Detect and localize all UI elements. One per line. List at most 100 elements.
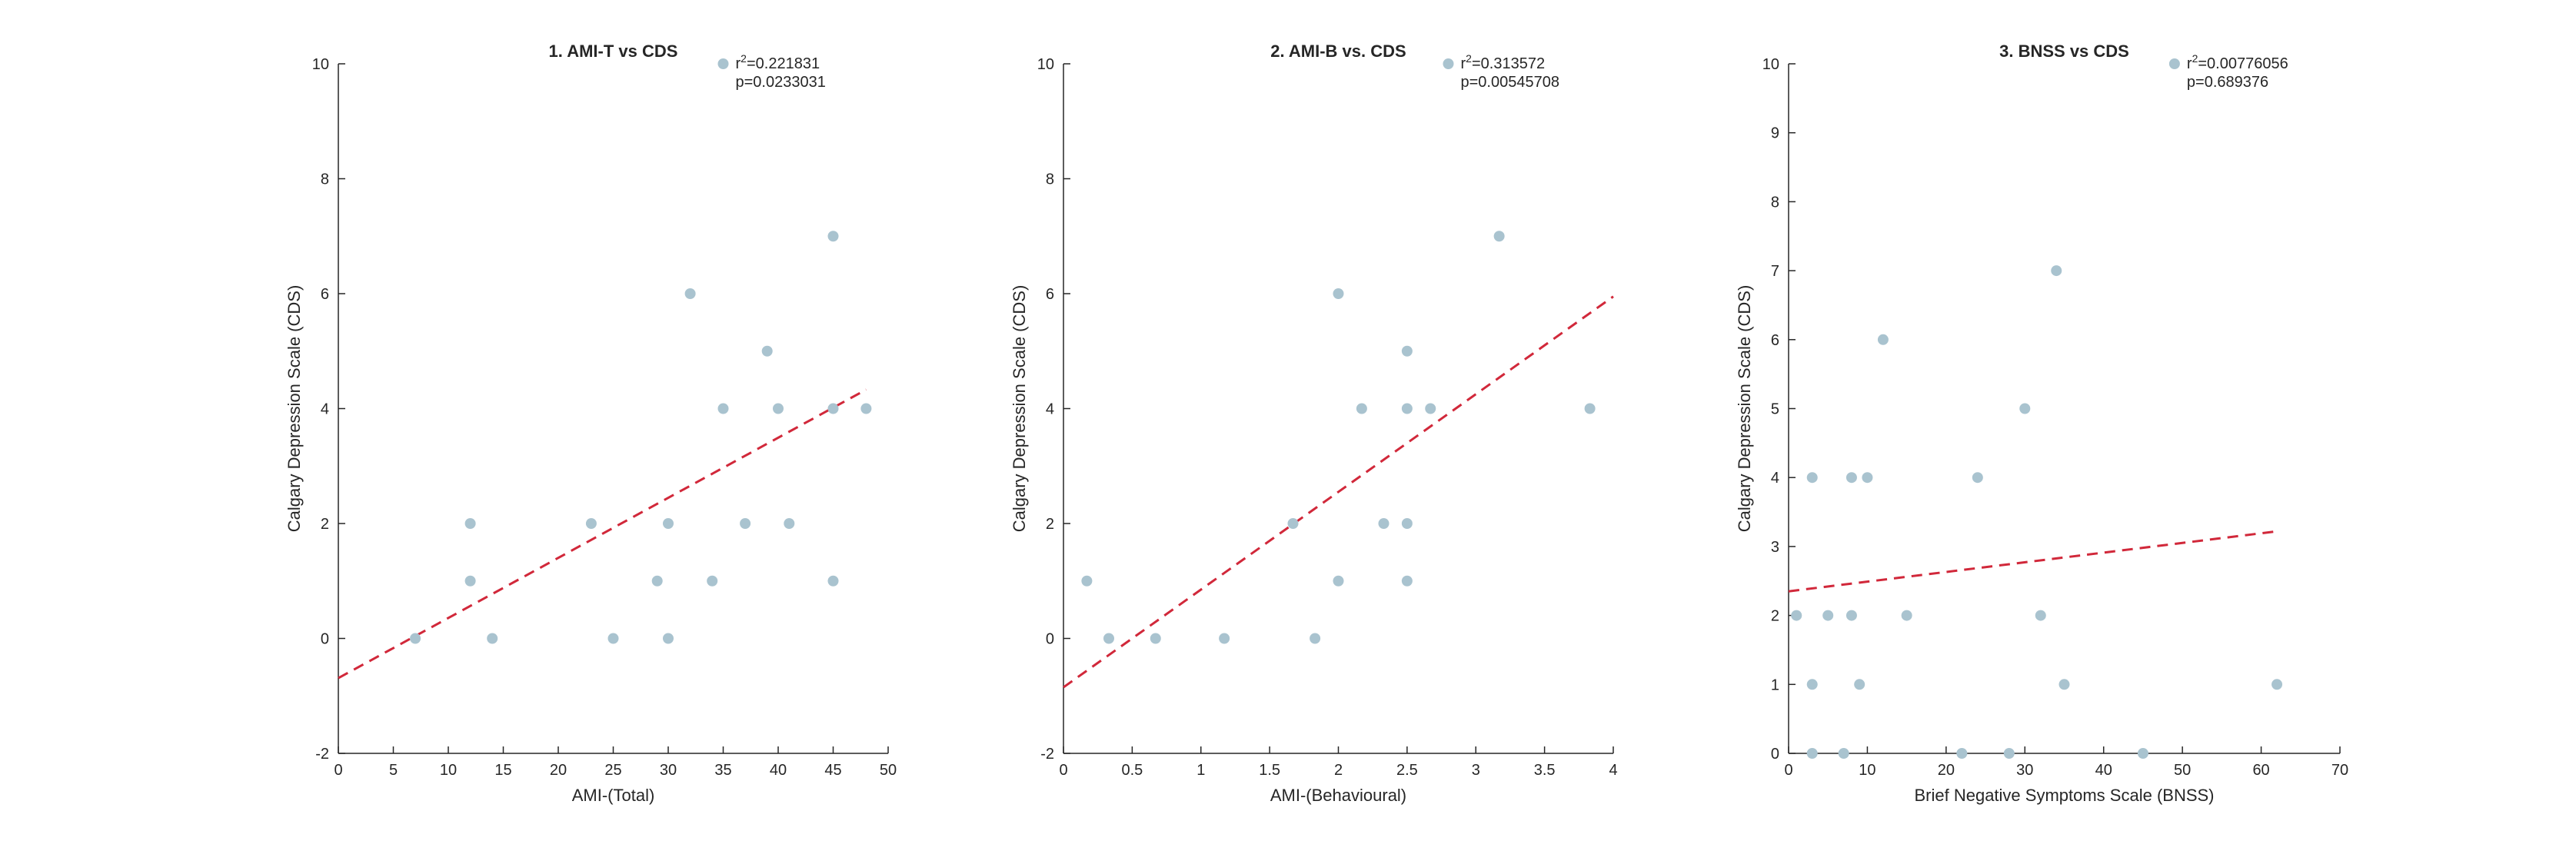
x-tick-label: 50 (2174, 762, 2191, 779)
data-point (651, 575, 663, 587)
x-tick-label: 10 (440, 762, 457, 779)
data-point (2058, 679, 2070, 690)
data-point (717, 403, 729, 414)
data-point (1956, 748, 1968, 759)
x-tick-label: 0.5 (1121, 762, 1143, 779)
regression-line (338, 388, 867, 680)
y-tick-label: 7 (1771, 263, 1779, 280)
x-tick-label: 3 (1472, 762, 1480, 779)
x-tick-label: 4 (1609, 762, 1617, 779)
x-tick-label: 1 (1196, 762, 1205, 779)
regression-line (1063, 295, 1614, 689)
panel-title: 2. AMI-B vs. CDS (1270, 42, 1406, 61)
p-value-annotation: p=0.0233031 (736, 74, 826, 91)
stats-legend: r2=0.313572 p=0.00545708 (1443, 52, 1559, 91)
data-point (707, 575, 718, 587)
r-squared-annotation: r2=0.313572 (1461, 52, 1546, 72)
x-tick-label: 40 (2095, 762, 2112, 779)
y-tick-label: 2 (1771, 608, 1779, 625)
data-point (827, 231, 839, 242)
x-tick-label: 30 (660, 762, 677, 779)
panel-ami-total-vs-cds: 1. AMI-T vs CDS AMI-(Total) Calgary Depr… (285, 42, 897, 805)
data-point (761, 345, 773, 357)
y-tick-label: 1 (1771, 676, 1779, 693)
data-point (784, 518, 795, 529)
r-squared-annotation: r2=0.221831 (736, 52, 820, 72)
y-tick-label: 4 (1046, 401, 1054, 418)
data-point (1401, 403, 1413, 414)
data-point (1845, 610, 1857, 621)
x-tick-label: 15 (494, 762, 511, 779)
x-tick-label: 2 (1334, 762, 1343, 779)
y-tick-label: 3 (1771, 539, 1779, 556)
y-tick-label: 0 (1771, 746, 1779, 763)
r-squared-annotation: r2=0.00776056 (2187, 52, 2288, 72)
data-point (2019, 403, 2031, 414)
p-value-annotation: p=0.689376 (2187, 74, 2268, 91)
y-tick-label: 6 (321, 286, 329, 303)
data-point (1287, 518, 1299, 529)
data-point (1425, 403, 1436, 414)
x-tick-label: 10 (1859, 762, 1875, 779)
data-point (1378, 518, 1390, 529)
x-tick-label: 3.5 (1534, 762, 1556, 779)
panel-title: 1. AMI-T vs CDS (549, 42, 678, 61)
legend-marker (2168, 58, 2180, 69)
stats-legend: r2=0.221831 p=0.0233031 (717, 52, 826, 91)
data-point (1806, 472, 1818, 484)
y-tick-label: 8 (1771, 194, 1779, 211)
data-point (1806, 748, 1818, 759)
data-point (1584, 403, 1596, 414)
x-axis-label: Brief Negative Symptoms Scale (BNSS) (1914, 786, 2214, 805)
data-point (663, 518, 674, 529)
x-tick-label: 1.5 (1259, 762, 1280, 779)
data-point (860, 403, 872, 414)
data-point (1822, 610, 1834, 621)
x-tick-label: 0 (334, 762, 342, 779)
data-point (464, 518, 476, 529)
data-point (1081, 575, 1093, 587)
data-point (1845, 472, 1857, 484)
data-point (1806, 679, 1818, 690)
x-tick-label: 35 (714, 762, 731, 779)
data-point (1356, 403, 1367, 414)
x-tick-label: 60 (2252, 762, 2269, 779)
y-tick-label: 10 (312, 56, 329, 73)
y-tick-label: 10 (1037, 56, 1054, 73)
x-tick-label: 5 (389, 762, 398, 779)
x-tick-label: 50 (880, 762, 897, 779)
x-tick-label: 30 (2016, 762, 2033, 779)
data-point (1791, 610, 1802, 621)
data-point (740, 518, 751, 529)
data-point (1877, 334, 1889, 345)
data-point (1310, 633, 1321, 644)
x-tick-label: 25 (604, 762, 621, 779)
data-point (1401, 518, 1413, 529)
stats-legend: r2=0.00776056 p=0.689376 (2168, 52, 2288, 91)
data-point (1103, 633, 1114, 644)
data-point (410, 633, 421, 644)
y-tick-label: 4 (1771, 470, 1779, 487)
x-tick-label: 20 (550, 762, 567, 779)
data-point (1972, 472, 1983, 484)
y-tick-label: 6 (1046, 286, 1054, 303)
data-point (2003, 748, 2015, 759)
y-tick-label: 6 (1771, 332, 1779, 349)
data-point (1401, 345, 1413, 357)
x-tick-label: 70 (2331, 762, 2348, 779)
data-point (1854, 679, 1865, 690)
y-tick-label: -2 (315, 746, 329, 763)
regression-line (1788, 530, 2278, 593)
y-tick-label: -2 (1040, 746, 1054, 763)
y-axis-label: Calgary Depression Scale (CDS) (285, 285, 304, 533)
data-point (773, 403, 784, 414)
data-point (464, 575, 476, 587)
x-tick-label: 0 (1059, 762, 1067, 779)
y-tick-label: 9 (1771, 125, 1779, 142)
y-tick-label: 2 (1046, 516, 1054, 533)
data-point (827, 403, 839, 414)
data-point (2271, 679, 2283, 690)
x-tick-label: 0 (1784, 762, 1792, 779)
y-tick-label: 10 (1762, 56, 1779, 73)
